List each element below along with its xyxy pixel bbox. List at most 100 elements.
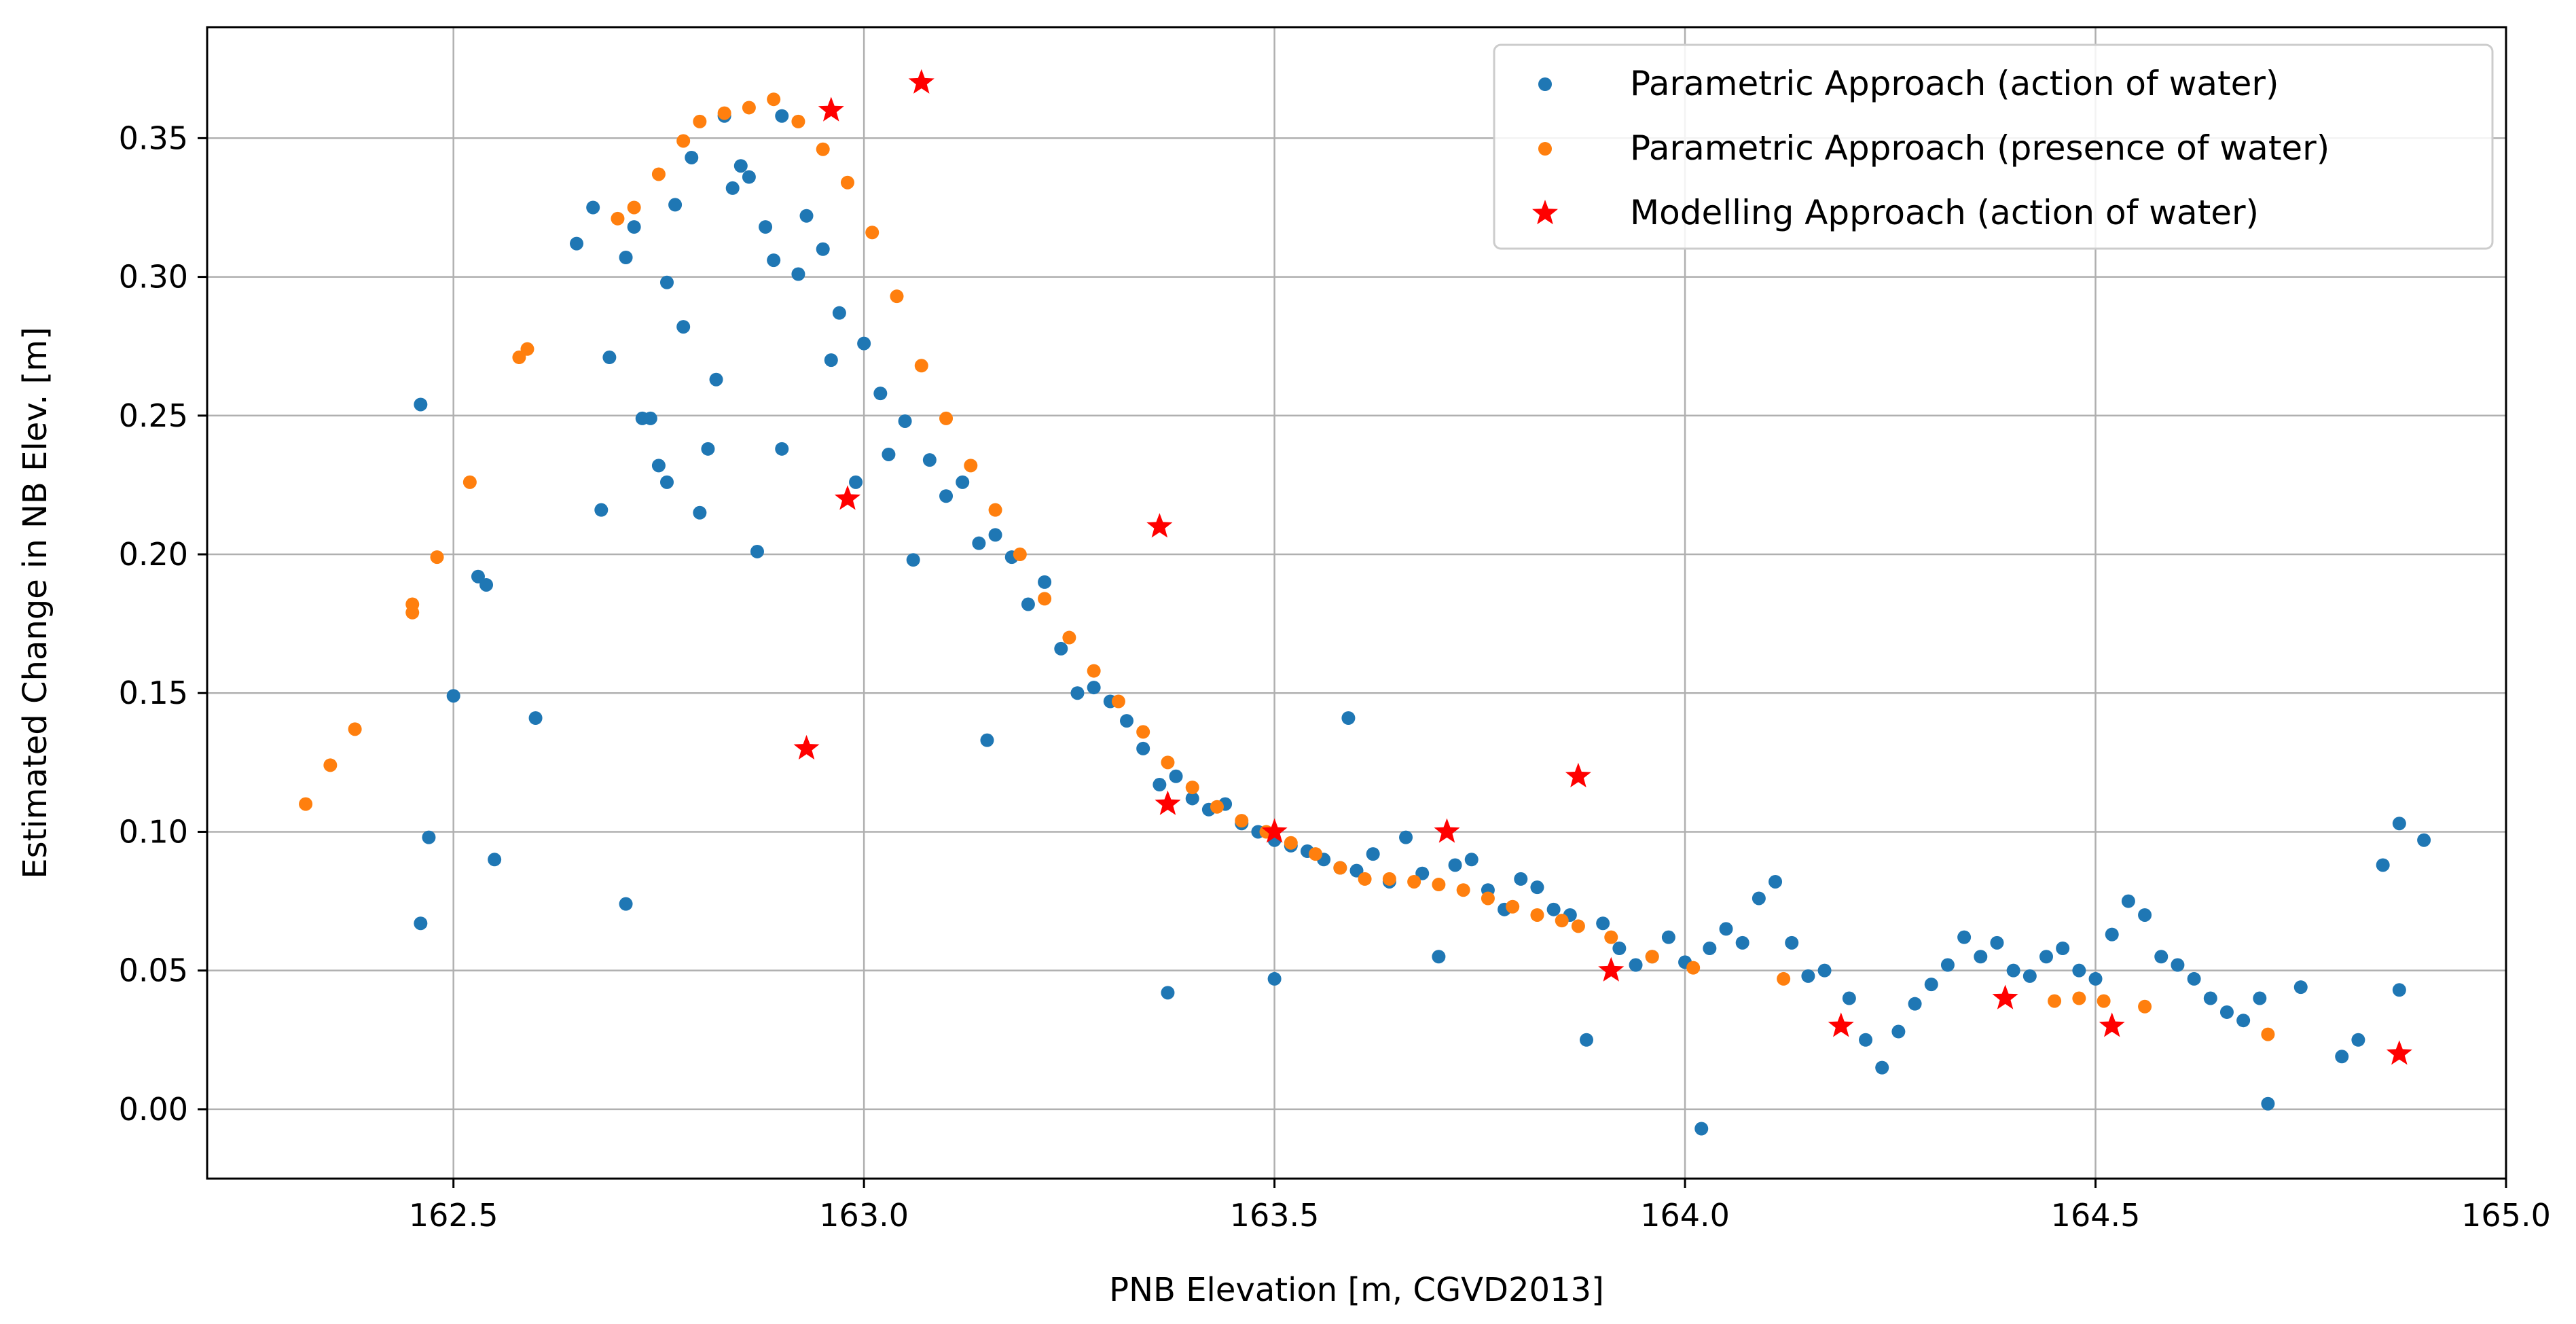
data-point	[1235, 814, 1249, 828]
data-point	[1267, 971, 1282, 986]
x-tick-label: 164.5	[2051, 1197, 2141, 1234]
data-point	[2171, 958, 2185, 972]
legend-label: Modelling Approach (action of water)	[1630, 193, 2259, 232]
data-point	[1571, 919, 1585, 933]
data-point	[2253, 991, 2267, 1005]
data-point	[1752, 891, 1766, 906]
data-point	[1399, 830, 1413, 844]
data-point	[2072, 991, 2086, 1005]
data-point	[2417, 833, 2431, 847]
data-point	[1785, 935, 1799, 950]
data-point	[1645, 950, 1659, 964]
y-tick-label: 0.05	[119, 952, 188, 989]
legend-marker	[1538, 77, 1552, 91]
series-1	[414, 109, 2431, 1136]
data-point	[1432, 950, 1446, 964]
data-point	[299, 797, 313, 811]
legend-marker	[1538, 142, 1552, 156]
data-point	[1185, 791, 1199, 806]
data-point	[1719, 922, 1733, 936]
data-point	[660, 275, 674, 289]
data-point	[676, 134, 691, 148]
data-point	[988, 503, 1002, 517]
data-point	[2261, 1096, 2275, 1111]
data-point	[1957, 930, 1972, 944]
x-tick-label: 163.0	[819, 1197, 909, 1234]
data-point	[627, 200, 641, 215]
data-point	[1448, 858, 1462, 872]
data-point	[767, 253, 781, 268]
data-point	[1612, 942, 1627, 955]
data-point	[2236, 1014, 2251, 1028]
legend: Parametric Approach (action of water) Par…	[1493, 43, 2494, 250]
data-point	[1694, 1122, 1709, 1136]
data-point	[1349, 863, 1364, 878]
data-point	[446, 689, 460, 703]
data-point	[2203, 991, 2217, 1005]
data-point	[643, 411, 657, 425]
data-point	[1366, 847, 1380, 861]
data-point	[964, 459, 978, 473]
data-point-star	[1261, 818, 1288, 843]
data-point	[2187, 971, 2201, 986]
data-point	[619, 897, 633, 911]
data-point	[2105, 927, 2119, 942]
data-point	[2088, 971, 2103, 986]
data-point	[2006, 963, 2020, 978]
data-point	[668, 198, 683, 212]
data-point	[2376, 858, 2390, 872]
data-point	[882, 447, 896, 461]
y-tick-label: 0.15	[119, 675, 188, 711]
data-point	[1358, 872, 1372, 886]
data-point	[1284, 836, 1298, 850]
data-point	[2219, 1005, 2234, 1019]
data-point	[1013, 548, 1027, 562]
data-point	[611, 211, 625, 226]
data-point-star	[2386, 1040, 2412, 1065]
data-point	[2072, 963, 2086, 978]
data-point	[2097, 994, 2111, 1008]
data-point	[725, 181, 740, 195]
data-point	[701, 442, 715, 456]
data-point	[709, 372, 723, 387]
data-point	[1161, 986, 1175, 1000]
data-point	[840, 175, 854, 190]
data-point	[1136, 741, 1150, 755]
data-point	[1514, 872, 1528, 886]
legend-label: Parametric Approach (action of water)	[1630, 64, 2279, 103]
data-point	[2056, 942, 2070, 955]
data-point	[1111, 694, 1125, 709]
data-point	[414, 916, 428, 931]
data-point	[1768, 874, 1783, 889]
data-point	[479, 577, 494, 592]
data-point	[1629, 958, 1643, 972]
data-point	[980, 733, 994, 747]
data-point	[1875, 1060, 1889, 1075]
data-point	[1908, 997, 1922, 1011]
axis-ticks: 162.5 163.0 163.5 164.0 164.5 165.0 0.00 0.05 0.…	[119, 120, 2551, 1234]
data-point	[1087, 681, 1101, 695]
data-point	[676, 320, 691, 334]
data-point	[1456, 883, 1470, 897]
data-point	[2121, 894, 2135, 908]
data-point	[972, 536, 986, 550]
data-point	[775, 109, 789, 123]
data-point	[1506, 899, 1520, 914]
data-point	[586, 200, 600, 215]
data-point-star	[793, 734, 820, 760]
data-point	[1990, 935, 2004, 950]
data-point	[857, 336, 871, 351]
legend-label: Parametric Approach (presence of water)	[1630, 128, 2329, 168]
data-point	[1661, 930, 1675, 944]
data-point	[759, 220, 773, 234]
data-point	[520, 342, 534, 356]
data-point	[2048, 994, 2062, 1008]
data-point	[602, 351, 617, 365]
data-point	[816, 142, 830, 156]
data-points	[299, 69, 2431, 1136]
data-point	[1974, 950, 1988, 964]
data-point	[2261, 1027, 2275, 1041]
data-point	[775, 442, 789, 456]
data-point	[956, 475, 970, 489]
data-point	[1940, 958, 1955, 972]
